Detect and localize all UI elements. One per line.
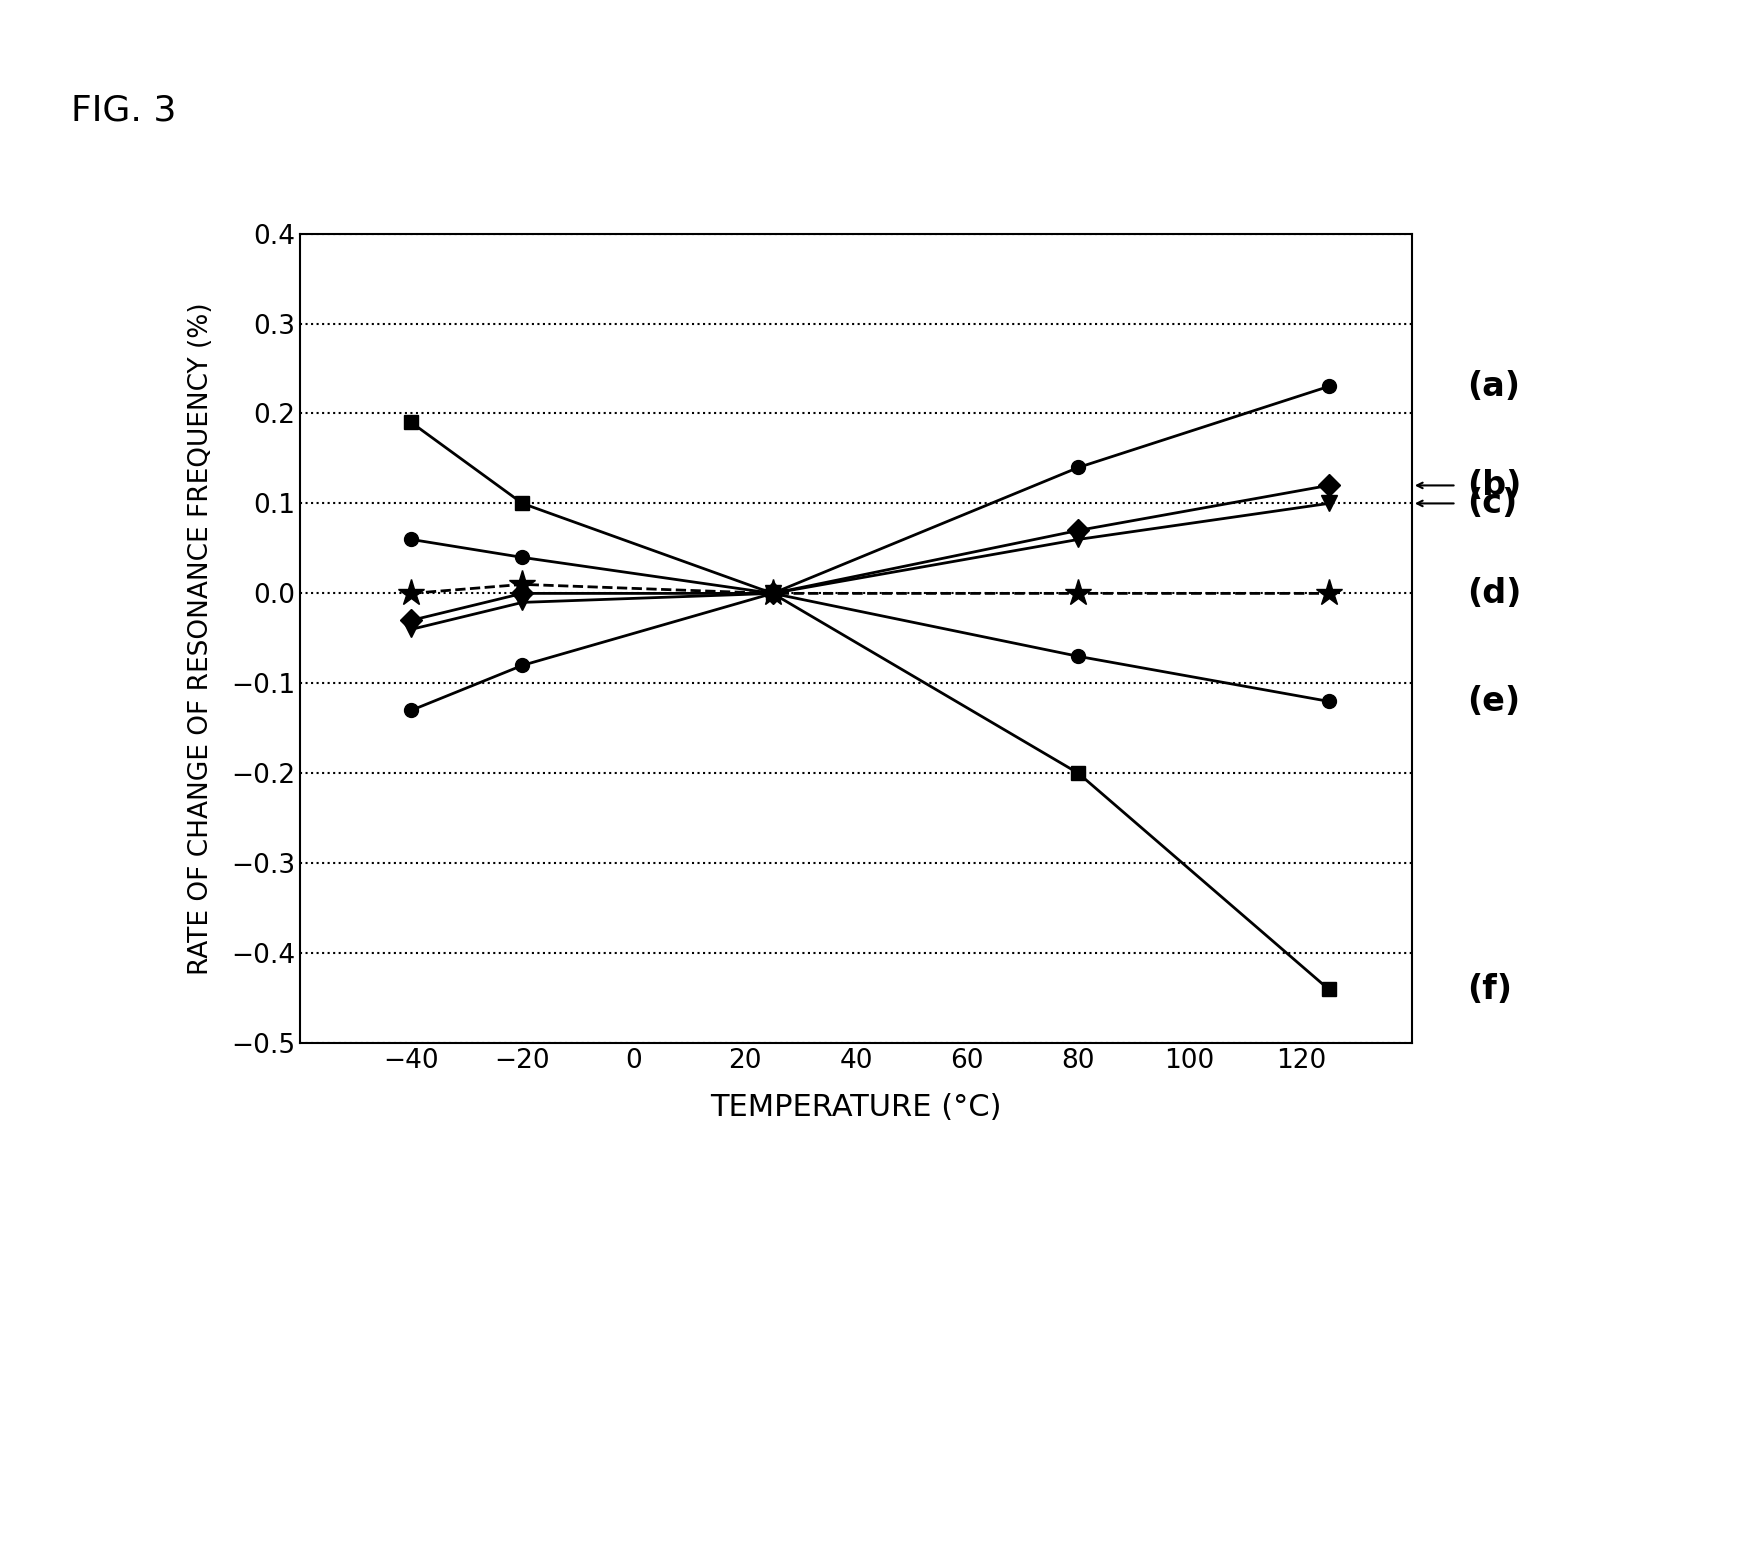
Y-axis label: RATE OF CHANGE OF RESONANCE FREQUENCY (%): RATE OF CHANGE OF RESONANCE FREQUENCY (%…: [189, 302, 213, 975]
Text: (c): (c): [1468, 487, 1517, 520]
Text: (b): (b): [1468, 469, 1521, 501]
Text: FIG. 3: FIG. 3: [71, 93, 176, 128]
Text: (f): (f): [1468, 973, 1512, 1006]
X-axis label: TEMPERATURE (°C): TEMPERATURE (°C): [709, 1093, 1002, 1123]
Text: (e): (e): [1468, 685, 1521, 718]
Text: (a): (a): [1468, 371, 1521, 403]
Text: (d): (d): [1468, 578, 1521, 610]
